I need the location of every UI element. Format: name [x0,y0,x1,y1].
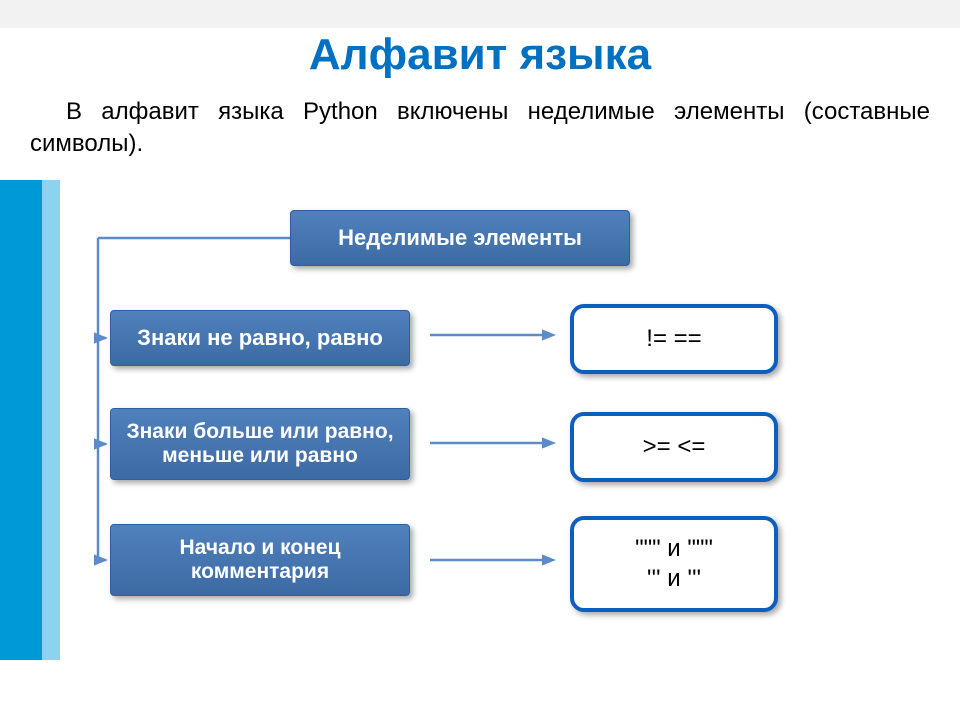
symbols-bubble-3-text: """ и """''' и ''' [635,534,713,594]
root-node: Неделимые элементы [290,210,630,266]
symbols-bubble-1: != == [570,304,778,374]
symbols-bubble-2: >= <= [570,412,778,482]
row-node-1-label: Знаки не равно, равно [137,325,383,351]
row-node-2-label: Знаки больше или равно,меньше или равно [126,420,393,468]
diagram-canvas: Неделимые элементы Знаки не равно, равно… [0,0,960,720]
row-node-1: Знаки не равно, равно [110,310,410,366]
symbols-bubble-2-text: >= <= [643,432,706,462]
symbols-bubble-1-text: != == [646,324,701,354]
row-node-3-label: Начало и конецкомментария [180,536,341,584]
symbols-bubble-3: """ и """''' и ''' [570,516,778,612]
root-node-label: Неделимые элементы [338,225,582,251]
row-node-3: Начало и конецкомментария [110,524,410,596]
row-node-2: Знаки больше или равно,меньше или равно [110,408,410,480]
